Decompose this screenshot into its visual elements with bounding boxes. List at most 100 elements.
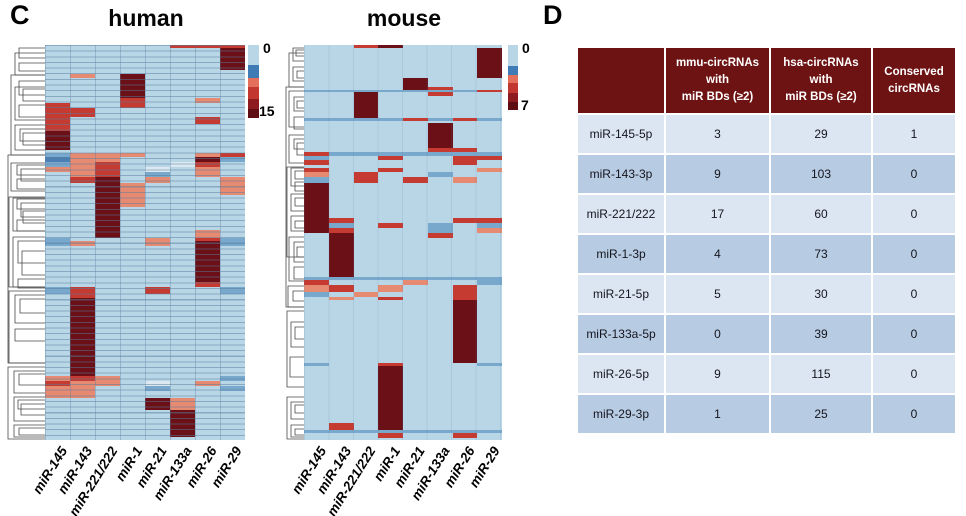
table-cell: 115: [771, 355, 871, 393]
heatmap-cell: [403, 96, 428, 118]
heatmap-cell: [195, 298, 220, 375]
table-cell: 39: [771, 315, 871, 353]
heatmap-cell: [403, 183, 428, 218]
heatmap-cell: [403, 86, 428, 90]
heatmap-cell: [304, 167, 329, 172]
heatmap-band: [45, 437, 245, 440]
heatmap-band: [304, 222, 502, 228]
heatmap-cell: [195, 410, 220, 437]
heatmap-cell: [353, 291, 379, 297]
heatmap-cell: [477, 438, 502, 440]
colorbar-segment: [508, 93, 518, 102]
human-dendrogram: [7, 47, 45, 440]
heatmap-cell: [304, 279, 329, 285]
heatmap-cell: [45, 410, 70, 437]
heatmap-band: [304, 232, 502, 238]
heatmap-cell: [70, 117, 95, 124]
heatmap-cell: [45, 246, 70, 282]
heatmap-cell: [170, 117, 195, 124]
heatmap-cell: [353, 171, 379, 177]
heatmap-band: [304, 167, 502, 172]
heatmap-cell: [195, 131, 220, 150]
heatmap-cell: [45, 298, 70, 375]
heatmap-cell: [452, 159, 478, 165]
heatmap-cell: [403, 117, 428, 121]
heatmap-cell: [354, 238, 379, 277]
heatmap-band: [304, 217, 502, 223]
heatmap-cell: [95, 183, 120, 196]
heatmap-cell: [477, 279, 502, 285]
panel-d-label: D: [543, 0, 563, 30]
heatmap-cell: [329, 96, 354, 118]
heatmap-cell: [195, 391, 220, 398]
heatmap-cell: [428, 438, 453, 440]
table-cell: 73: [771, 235, 871, 273]
heatmap-cell: [70, 246, 95, 282]
heatmap-cell: [220, 117, 245, 124]
heatmap-cell: [477, 227, 502, 233]
heatmap-band: [45, 390, 245, 398]
heatmap-cell: [70, 230, 95, 238]
heatmap-cell: [304, 48, 329, 78]
heatmap-cell: [45, 131, 70, 151]
heatmap-cell: [428, 238, 453, 277]
heatmap-cell: [452, 147, 478, 152]
heatmap-cell: [304, 171, 329, 177]
heatmap-cell: [45, 183, 70, 195]
table-row-label: miR-1-3p: [578, 235, 664, 273]
human-colorbar-min-label: 0: [263, 40, 271, 56]
heatmap-cell: [329, 438, 354, 440]
table-cell: 103: [771, 155, 871, 193]
table-row-label: miR-26-5p: [578, 355, 664, 393]
heatmap-cell: [328, 232, 354, 238]
heatmap-cell: [378, 422, 403, 430]
heatmap-cell: [453, 123, 478, 148]
colorbar-segment: [508, 83, 518, 93]
heatmap-cell: [403, 151, 428, 156]
heatmap-band: [304, 95, 502, 118]
human-heatmap-title: human: [108, 5, 184, 31]
heatmap-cell: [304, 284, 329, 292]
heatmap-cell: [378, 432, 403, 438]
heatmap-cell: [220, 246, 245, 282]
table-cell: 9: [666, 355, 769, 393]
heatmap-cell: [328, 89, 354, 92]
heatmap-cell: [403, 423, 428, 430]
heatmap-cell: [378, 284, 403, 292]
heatmap-cell: [354, 183, 379, 218]
heatmap-cell: [427, 147, 453, 152]
heatmap-cell: [354, 78, 379, 87]
table-cell: 0: [873, 315, 955, 353]
heatmap-cell: [304, 366, 329, 423]
heatmap-cell: [45, 48, 70, 70]
heatmap-cell: [453, 438, 478, 440]
mouse-heatmap-x-axis-labels: miR-145 miR-143 miR-221/222 miR-1 miR-21 miR-…: [289, 444, 503, 516]
heatmap-cell: [328, 117, 354, 121]
table-header-col2: hsa-circRNAs with miR BDs (≥2): [771, 48, 871, 113]
heatmap-cell: [120, 108, 145, 117]
heatmap-cell: [170, 78, 195, 98]
heatmap-cell: [403, 366, 428, 423]
heatmap-cell: [427, 122, 453, 148]
heatmap-band: [45, 246, 245, 283]
heatmap-band: [304, 122, 502, 148]
heatmap-cell: [403, 279, 428, 285]
heatmap-band: [45, 48, 245, 71]
heatmap-cell: [477, 167, 502, 172]
heatmap-cell: [195, 78, 220, 98]
heatmap-cell: [403, 238, 428, 277]
heatmap-cell: [45, 195, 70, 207]
heatmap-cell: [378, 429, 403, 433]
heatmap-cell: [304, 227, 329, 233]
heatmap-cell: [353, 276, 379, 280]
heatmap-cell: [353, 151, 379, 156]
table-row-label: miR-221/222: [578, 195, 664, 233]
heatmap-cell: [45, 117, 70, 125]
heatmap-cell: [427, 117, 453, 121]
heatmap-band: [45, 230, 245, 239]
heatmap-cell: [70, 398, 95, 410]
heatmap-band: [304, 155, 502, 160]
heatmap-cell: [195, 124, 220, 131]
heatmap-cell: [403, 438, 428, 440]
heatmap-cell: [304, 276, 329, 280]
